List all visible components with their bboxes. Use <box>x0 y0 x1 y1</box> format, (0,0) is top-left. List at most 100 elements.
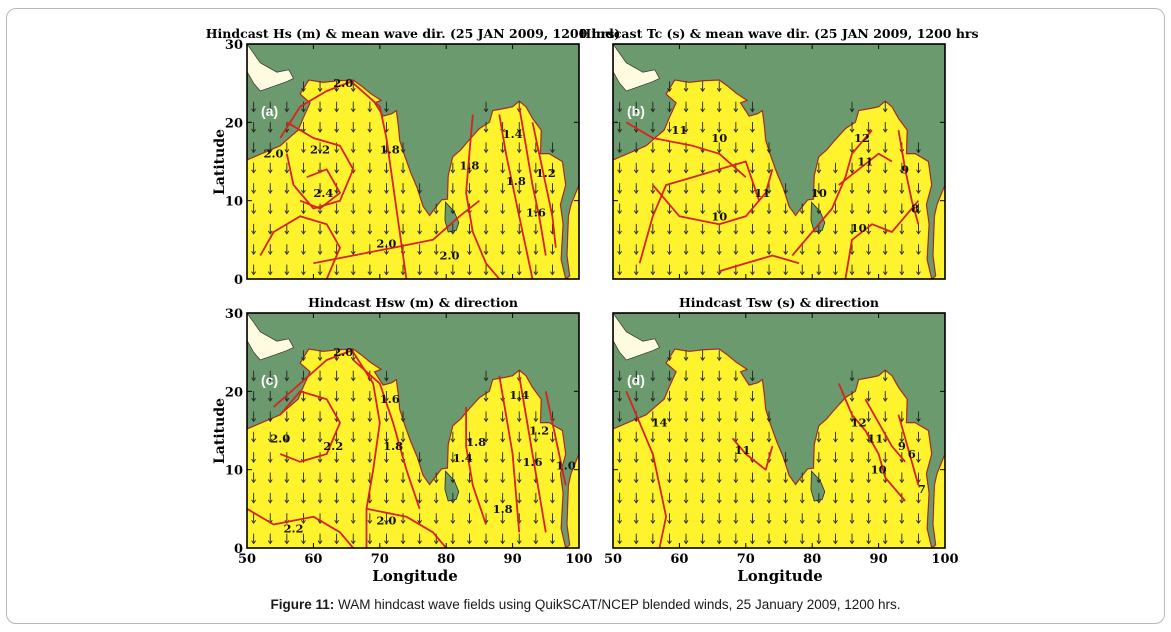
contour-label: 2.2 <box>323 439 343 453</box>
contour-line <box>352 82 408 279</box>
arrow-head <box>267 438 273 443</box>
contour-line <box>285 121 355 210</box>
map-area: 11 10 10 11 10 12 11 9 10 8 (b) <box>613 44 945 279</box>
arrow-head <box>899 519 905 525</box>
contour-line <box>838 152 893 186</box>
arrow-head <box>650 189 656 194</box>
arrow-head <box>882 519 888 525</box>
arrow-head <box>766 479 772 484</box>
arrow-head <box>799 499 805 504</box>
arrow-head <box>417 458 423 463</box>
contour-line <box>498 114 534 279</box>
y-tick-label: 0 <box>234 542 243 557</box>
arrow-head <box>267 230 273 235</box>
arrow-head <box>716 377 722 382</box>
contour-label: 11 <box>867 431 883 445</box>
arrow-head <box>849 169 855 174</box>
arrow-head <box>350 230 356 235</box>
arrow-head <box>400 479 406 484</box>
arrow-head <box>916 540 921 545</box>
arrow-head <box>833 250 838 256</box>
arrow-head <box>251 210 257 215</box>
arrow-head <box>683 438 689 443</box>
contour-label: 1.8 <box>466 435 486 449</box>
x-tick-label: 80 <box>803 552 821 567</box>
arrow-head <box>866 230 872 235</box>
arrow-head <box>450 499 456 504</box>
arrow-head <box>667 230 672 235</box>
arrow-head <box>866 149 872 154</box>
arrow-head <box>633 458 639 463</box>
arrow-head <box>700 377 706 382</box>
arrow-head <box>433 250 439 256</box>
arrow-head <box>733 149 739 154</box>
arrow-head <box>350 149 356 154</box>
arrow-head <box>251 189 257 194</box>
contour-label: 1.4 <box>503 127 523 141</box>
arrow-head <box>799 479 805 484</box>
arrow-head <box>716 418 722 423</box>
arrow-head <box>733 499 739 504</box>
arrow-head <box>683 397 689 402</box>
contour-line <box>638 160 760 264</box>
arrow-head <box>334 169 340 174</box>
arrow-head <box>667 128 672 133</box>
arrow-head <box>367 128 373 133</box>
arrow-head <box>617 271 623 276</box>
arrow-head <box>849 128 855 133</box>
arrow-head <box>284 149 290 154</box>
arrow-head <box>301 210 306 215</box>
arrow-head <box>350 250 356 256</box>
arrow-head <box>267 271 273 276</box>
contour-label: 14 <box>651 416 667 430</box>
arrow-head <box>367 149 373 154</box>
arrow-head <box>516 250 522 256</box>
arrow-head <box>667 479 672 484</box>
arrow-head <box>716 169 722 174</box>
arrow-head <box>716 438 722 443</box>
arrow-head <box>350 108 356 113</box>
arrow-head <box>367 108 373 113</box>
arrow-head <box>350 519 356 525</box>
arrow-head <box>550 169 555 174</box>
arrow-head <box>550 519 555 525</box>
arrow-head <box>433 479 439 484</box>
contour-label: 1.8 <box>506 174 526 188</box>
arrow-head <box>500 149 506 154</box>
arrow-head <box>916 169 921 174</box>
x-tick-label: 60 <box>670 552 688 567</box>
arrow-head <box>450 458 456 463</box>
arrow-head <box>317 128 323 133</box>
panel-title: Hindcast Hs (m) & mean wave dir. (25 JAN… <box>206 26 621 41</box>
arrow-head <box>766 169 772 174</box>
arrow-head <box>916 519 921 525</box>
arrow-head <box>849 189 855 194</box>
arrow-head <box>550 458 555 463</box>
arrow-head <box>849 438 855 443</box>
contour-lines <box>625 383 920 548</box>
contour-line <box>498 375 521 533</box>
arrow-head <box>882 499 888 504</box>
arrow-head <box>417 519 423 525</box>
arrow-head <box>916 149 921 154</box>
arrow-head <box>533 210 539 215</box>
arrow-head <box>716 519 722 525</box>
arrow-head <box>317 250 323 256</box>
arrow-head <box>483 499 489 504</box>
arrow-head <box>516 458 522 463</box>
arrow-head <box>301 479 306 484</box>
contour-line <box>837 383 906 502</box>
plot-frame <box>612 312 946 549</box>
arrow-head <box>617 108 623 113</box>
arrow-head <box>667 540 672 545</box>
arrow-head <box>866 271 872 276</box>
arrow-head <box>301 540 306 545</box>
contour-label: 12 <box>854 131 870 145</box>
contour-label: 9 <box>901 162 909 176</box>
arrow-head <box>301 169 306 174</box>
arrow-head <box>766 250 772 256</box>
arrow-head <box>899 230 905 235</box>
contour-label: 11 <box>671 123 687 137</box>
arrow-head <box>334 210 340 215</box>
contour-line <box>273 348 354 408</box>
